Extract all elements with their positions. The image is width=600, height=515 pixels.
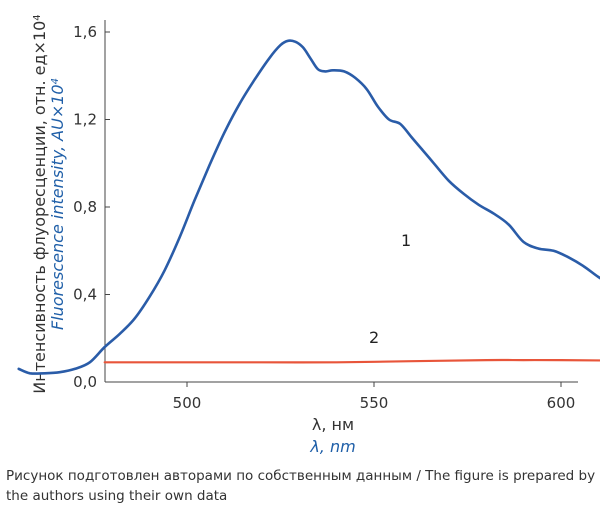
y-axis-label-ru: Интенсивность флуоресценции, отн. ед×104 xyxy=(30,14,49,393)
y-tick-label: 1,6 xyxy=(73,23,97,41)
curve-label-2: 2 xyxy=(369,328,379,347)
x-axis-label-en: λ, nm xyxy=(309,437,355,456)
series-layer xyxy=(17,39,600,375)
x-tick-label: 500 xyxy=(173,394,202,412)
y-tick-label: 0,8 xyxy=(73,198,97,216)
y-axis-ticks: 0,0 0,4 0,8 1,2 1,6 xyxy=(73,23,110,391)
y-tick-label: 0,0 xyxy=(73,373,97,391)
y-tick-label: 0,4 xyxy=(73,286,97,304)
x-tick-label: 600 xyxy=(547,394,576,412)
x-tick-label: 550 xyxy=(360,394,389,412)
x-axis-ticks: 500550600650700 xyxy=(173,382,576,412)
series-line-2 xyxy=(103,358,600,364)
curve-label-1: 1 xyxy=(401,231,411,250)
x-axis-label-ru: λ, нм xyxy=(312,415,354,434)
figure-caption: Рисунок подготовлен авторами по собствен… xyxy=(6,468,596,504)
series-line-1 xyxy=(17,39,600,375)
y-tick-label: 1,2 xyxy=(73,111,97,129)
y-axis-label-en: Fluorescence intensity, AU×104 xyxy=(48,78,67,330)
